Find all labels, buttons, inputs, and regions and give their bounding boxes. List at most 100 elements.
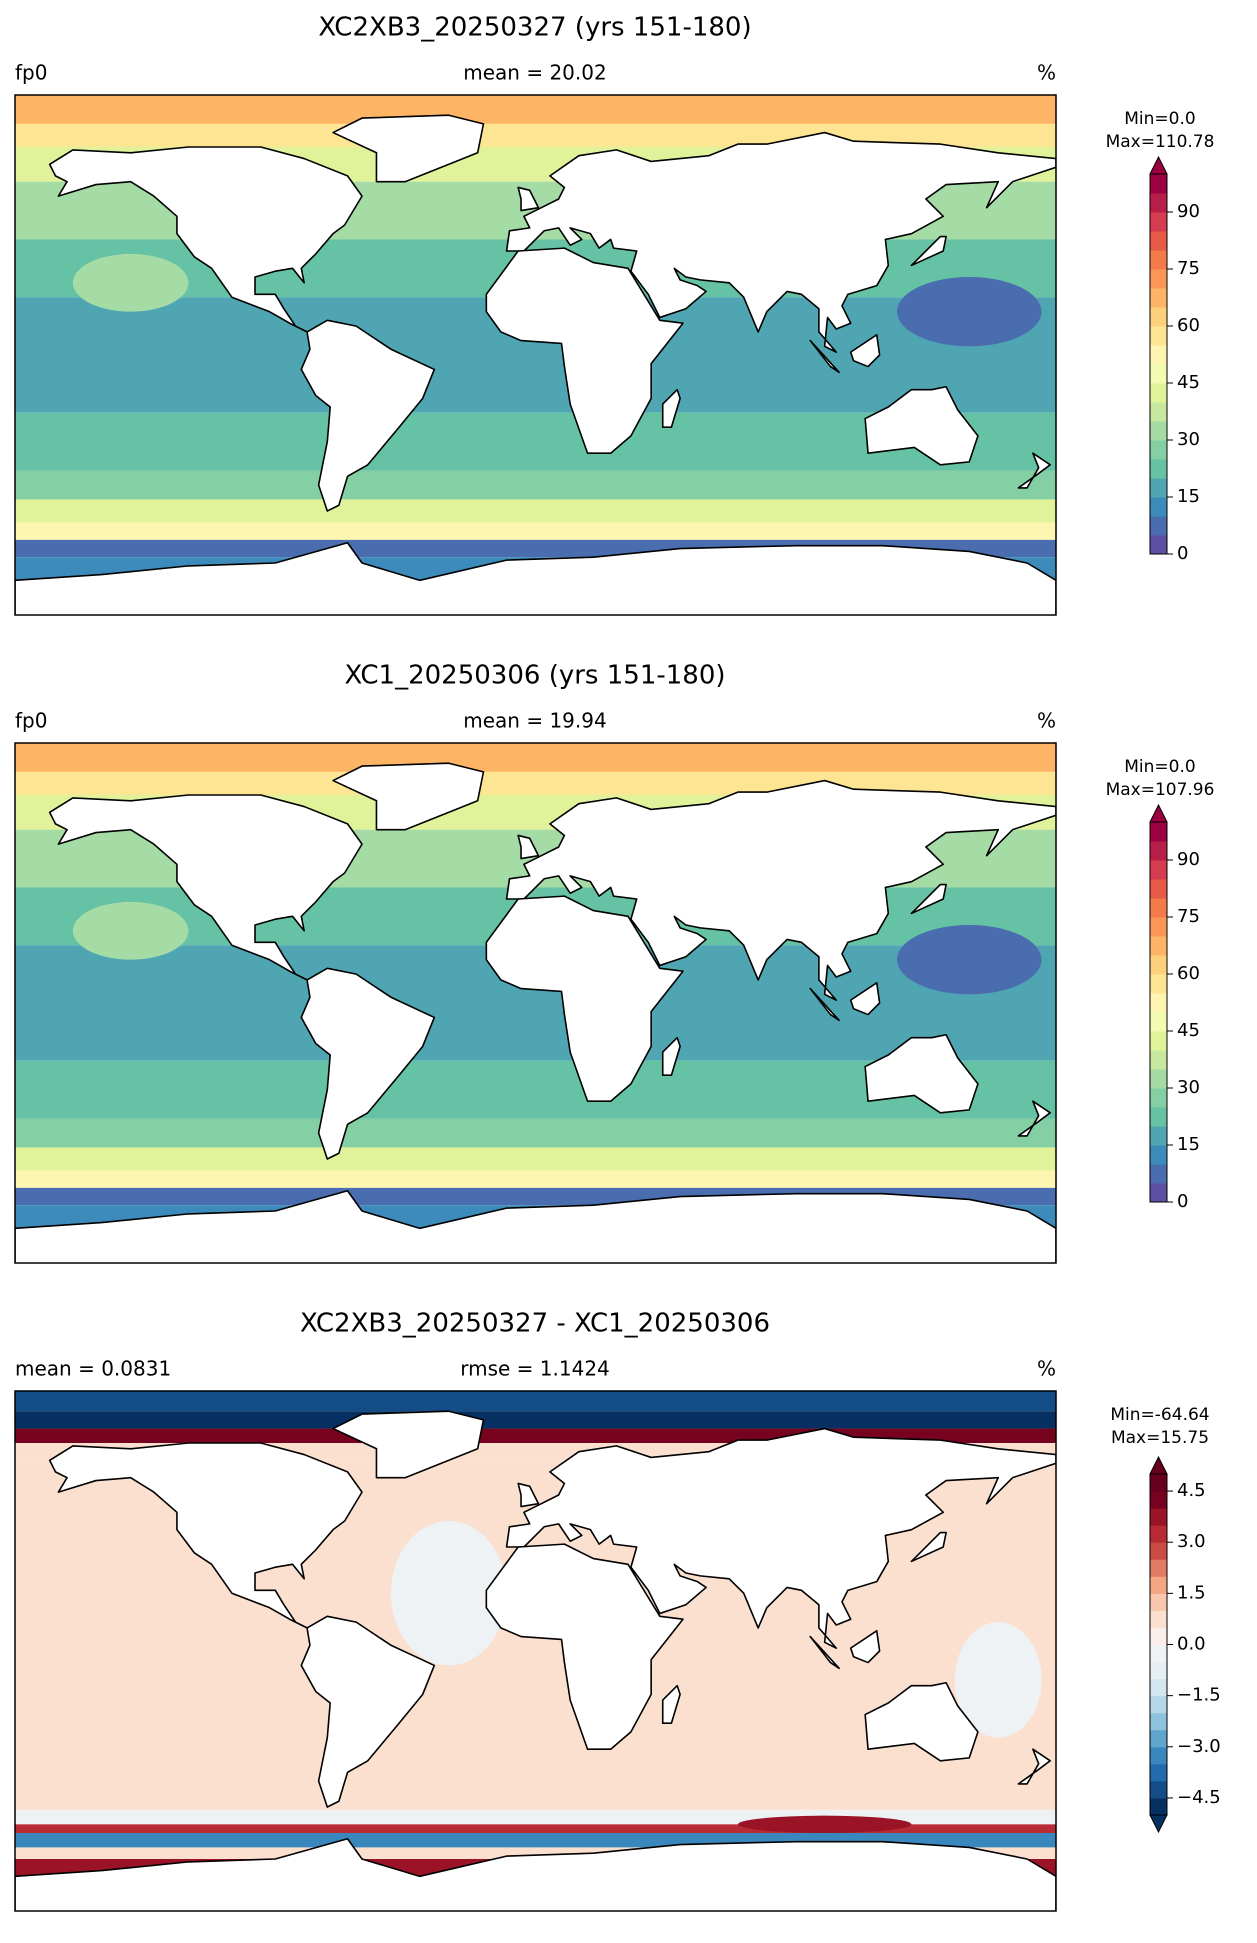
colorbar-level bbox=[1150, 1559, 1167, 1577]
colorbar-level bbox=[1150, 364, 1167, 384]
land bbox=[911, 237, 946, 266]
land bbox=[810, 341, 839, 373]
ocean-band bbox=[15, 1847, 1056, 1859]
map-frame bbox=[14, 1390, 1057, 1912]
colorbar-level bbox=[1150, 345, 1167, 365]
ocean-region bbox=[896, 925, 1042, 995]
colorbar-tick-label: 4.5 bbox=[1177, 1480, 1206, 1501]
colorbar-level bbox=[1150, 898, 1167, 918]
colorbar-min: Min=0.0 bbox=[1124, 757, 1195, 777]
colorbar-level bbox=[1150, 459, 1167, 479]
colorbar-tick-label: 30 bbox=[1177, 1077, 1200, 1098]
colorbar-tick-label: 0 bbox=[1177, 543, 1188, 564]
land bbox=[333, 115, 483, 181]
ocean-band bbox=[15, 499, 1056, 523]
colorbar-level bbox=[1150, 1031, 1167, 1051]
colorbar-level bbox=[1150, 993, 1167, 1013]
colorbar-level bbox=[1150, 1542, 1167, 1560]
colorbar-level bbox=[1150, 1107, 1167, 1127]
ocean-band bbox=[15, 1147, 1056, 1171]
colorbar-level bbox=[1150, 307, 1167, 327]
colorbar-extend-max bbox=[1149, 1455, 1168, 1475]
panel-title: XC1_20250306 (yrs 151-180) bbox=[344, 661, 725, 691]
ocean-band bbox=[15, 1824, 1056, 1833]
colorbar-extend-min bbox=[1149, 1814, 1168, 1834]
colorbar-level bbox=[1150, 1712, 1167, 1731]
land bbox=[507, 133, 1056, 353]
land bbox=[865, 387, 978, 465]
land bbox=[518, 1483, 538, 1506]
colorbar-level bbox=[1150, 326, 1167, 346]
panel-title: XC2XB3_20250327 - XC1_20250306 bbox=[300, 1309, 770, 1339]
ocean-band bbox=[15, 522, 1056, 540]
land bbox=[518, 187, 538, 210]
right-label: % bbox=[1037, 709, 1056, 733]
land bbox=[301, 968, 434, 1159]
colorbar-level bbox=[1150, 1050, 1167, 1070]
colorbar-level bbox=[1150, 1627, 1167, 1645]
colorbar-level bbox=[1150, 974, 1167, 994]
land bbox=[507, 1429, 1056, 1649]
left-label: mean = 0.0831 bbox=[15, 1357, 171, 1381]
colorbar-level bbox=[1150, 1525, 1167, 1543]
map bbox=[15, 95, 1056, 615]
colorbar-level bbox=[1150, 1729, 1167, 1748]
land bbox=[507, 781, 1056, 1001]
land bbox=[810, 989, 839, 1021]
colorbar-level bbox=[1150, 269, 1167, 289]
colorbar-tick-label: 75 bbox=[1177, 906, 1200, 927]
ocean-region bbox=[390, 1521, 507, 1666]
colorbar-max: Max=110.78 bbox=[1106, 132, 1215, 152]
colorbar-frame bbox=[1149, 821, 1168, 1203]
ocean-band bbox=[15, 1391, 1056, 1412]
panel-title: XC2XB3_20250327 (yrs 151-180) bbox=[318, 13, 751, 43]
ocean-band bbox=[15, 1118, 1056, 1148]
colorbar-level bbox=[1150, 193, 1167, 213]
colorbar-level bbox=[1150, 497, 1167, 517]
ocean-region bbox=[72, 901, 189, 960]
land bbox=[911, 885, 946, 914]
colorbar-level bbox=[1150, 402, 1167, 422]
land bbox=[663, 390, 680, 428]
colorbar-level bbox=[1150, 421, 1167, 441]
colorbar-level bbox=[1150, 1695, 1167, 1714]
ocean-region bbox=[954, 1622, 1042, 1738]
colorbar-tick-label: 15 bbox=[1177, 486, 1200, 507]
land bbox=[663, 1686, 680, 1724]
ocean-band bbox=[15, 95, 1056, 124]
colorbar-tick-label: 45 bbox=[1177, 1020, 1200, 1041]
land bbox=[1018, 1749, 1050, 1784]
colorbar-level bbox=[1150, 1780, 1167, 1799]
land bbox=[333, 1411, 483, 1477]
colorbar-tick-label: 60 bbox=[1177, 315, 1200, 336]
colorbar-frame bbox=[1149, 173, 1168, 555]
land bbox=[518, 835, 538, 858]
colorbar-level bbox=[1150, 1126, 1167, 1146]
land bbox=[1018, 453, 1050, 488]
land bbox=[50, 1443, 362, 1628]
ocean-band bbox=[15, 1170, 1056, 1188]
ocean-region bbox=[72, 253, 189, 312]
colorbar-tick-label: 15 bbox=[1177, 1134, 1200, 1155]
land bbox=[851, 983, 880, 1015]
ocean-band bbox=[15, 1411, 1056, 1429]
colorbar-level bbox=[1150, 1012, 1167, 1032]
land bbox=[301, 320, 434, 511]
colorbar-level bbox=[1150, 1145, 1167, 1165]
center-label: mean = 20.02 bbox=[463, 61, 606, 85]
colorbar-level bbox=[1150, 1088, 1167, 1108]
colorbar-level bbox=[1150, 535, 1167, 555]
colorbar-level bbox=[1150, 936, 1167, 956]
colorbar-tick-label: 1.5 bbox=[1177, 1582, 1206, 1603]
colorbar-level bbox=[1150, 1746, 1167, 1765]
colorbar-level bbox=[1150, 1678, 1167, 1697]
colorbar-tick-label: −1.5 bbox=[1177, 1685, 1221, 1706]
ocean-band bbox=[15, 470, 1056, 500]
colorbar-level bbox=[1150, 1797, 1167, 1816]
colorbar-level bbox=[1150, 1508, 1167, 1526]
land bbox=[15, 1191, 1056, 1263]
land bbox=[301, 1616, 434, 1807]
land bbox=[333, 763, 483, 829]
land bbox=[865, 1683, 978, 1761]
colorbar-level bbox=[1150, 250, 1167, 270]
